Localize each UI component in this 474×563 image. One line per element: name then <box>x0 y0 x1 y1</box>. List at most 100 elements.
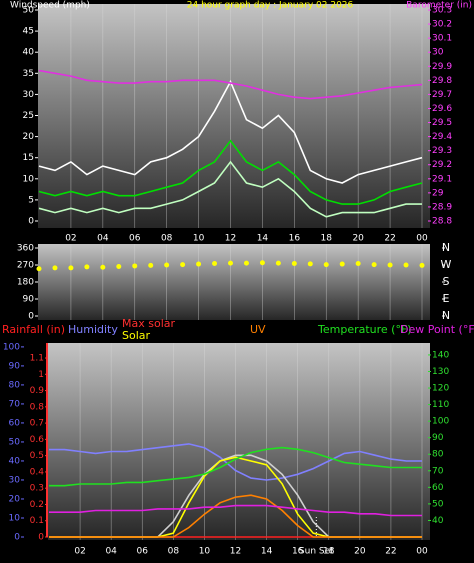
point <box>180 262 186 268</box>
y-tick-label: 0 <box>38 533 44 543</box>
y-tick-label: 29.9 <box>432 62 452 72</box>
chart-title: 24 hour graph day : January 02 2026 <box>187 1 354 11</box>
x-tick-label: 20 <box>352 234 364 244</box>
point <box>228 260 233 266</box>
x-tick-label: 22 <box>384 234 395 244</box>
point <box>148 262 154 268</box>
y-tick-label: 360 <box>17 244 34 254</box>
y-tick-label: 0 <box>28 312 34 322</box>
y-tick-label: 28.9 <box>432 202 452 212</box>
x-tick-label: 00 <box>416 547 428 557</box>
y-tick-label: 45 <box>23 27 34 37</box>
y-tick-label: 60 <box>9 418 21 428</box>
legend-label: Rainfall (in) <box>2 323 65 336</box>
y-tick-label: 0.8 <box>30 402 45 412</box>
y-tick-label: S <box>443 275 450 288</box>
point <box>68 265 74 271</box>
y-tick-label: 1 <box>38 370 44 380</box>
y-tick-label: 50 <box>432 499 444 509</box>
y-tick-label: 30.3 <box>432 6 452 16</box>
y-tick-label: 29.2 <box>432 160 452 170</box>
x-tick-label: 02 <box>65 234 76 244</box>
y-tick-label: 40 <box>23 48 35 58</box>
y-tick-label: 0 <box>14 533 20 543</box>
y-tick-label: 80 <box>432 450 444 460</box>
x-tick-label: 00 <box>416 234 428 244</box>
point <box>243 260 249 266</box>
x-tick-label: 06 <box>129 234 141 244</box>
legend-label: Max solar <box>122 317 175 330</box>
y-tick-label: N <box>442 309 450 322</box>
point <box>196 261 202 267</box>
y-tick-label: 120 <box>432 384 449 394</box>
point <box>403 262 409 268</box>
y-tick-label: 90 <box>23 295 35 305</box>
point <box>387 262 393 268</box>
x-tick-label: 06 <box>137 547 149 557</box>
y-tick-label: 29 <box>432 188 444 198</box>
x-tick-label: 16 <box>292 547 304 557</box>
point <box>212 260 218 266</box>
legend-label: Humidity <box>68 323 118 336</box>
x-tick-label: 04 <box>105 547 117 557</box>
y-tick-label: 0.1 <box>30 516 44 526</box>
y-tick-label: 100 <box>432 417 449 427</box>
series-line <box>49 504 422 517</box>
x-tick-label: 22 <box>385 547 396 557</box>
point <box>355 260 361 266</box>
legend-label: UV <box>250 323 266 336</box>
y-tick-label: 80 <box>9 380 21 390</box>
point <box>419 262 425 268</box>
y-tick-label: 140 <box>432 350 449 360</box>
y-tick-label: 40 <box>9 456 21 466</box>
x-tick-label: 18 <box>321 234 333 244</box>
point <box>259 260 265 266</box>
y-tick-label: 30 <box>432 48 444 58</box>
y-tick-label: 60 <box>432 483 444 493</box>
x-tick-label: 18 <box>323 547 335 557</box>
plot-background <box>48 343 430 540</box>
y-tick-label: 0.6 <box>30 435 45 445</box>
point <box>100 264 106 270</box>
series-line <box>38 79 423 184</box>
point <box>116 264 122 270</box>
series-line <box>49 494 422 538</box>
y-tick-label: 270 <box>17 261 34 271</box>
x-tick-label: 12 <box>225 234 236 244</box>
y-tick-label: 0 <box>28 217 34 227</box>
y-tick-label: W <box>441 258 452 271</box>
series-line <box>49 446 422 487</box>
series-line <box>38 139 423 205</box>
x-tick-label: 10 <box>199 547 211 557</box>
y-tick-label: 90 <box>432 433 444 443</box>
y-tick-label: 29.7 <box>432 90 452 100</box>
y-tick-label: 110 <box>432 400 449 410</box>
y-tick-label: E <box>443 292 450 305</box>
y-axis-label: Windspeed (mph) <box>10 1 90 11</box>
point <box>84 264 90 270</box>
y-tick-label: 1.1 <box>30 354 44 364</box>
plot-background <box>38 244 430 320</box>
point <box>52 265 58 271</box>
series-line <box>49 443 422 481</box>
y-tick-label: 30.1 <box>432 34 452 44</box>
y-tick-label: 20 <box>9 494 21 504</box>
y-tick-label: 50 <box>23 6 35 16</box>
y-tick-label: 10 <box>23 174 35 184</box>
point <box>307 261 313 267</box>
y2-axis-label: Barometer (in) <box>406 1 472 11</box>
y-tick-label: 30 <box>9 475 21 485</box>
x-tick-label: 04 <box>97 234 109 244</box>
x-tick-label: 08 <box>161 234 173 244</box>
annotation: Sun Set <box>299 547 334 557</box>
x-tick-label: 20 <box>354 547 366 557</box>
y-tick-label: 15 <box>23 153 34 163</box>
y-tick-label: 0.9 <box>30 386 45 396</box>
point <box>275 260 281 266</box>
point <box>371 262 377 268</box>
plot-background <box>38 4 430 228</box>
y-tick-label: 70 <box>9 399 21 409</box>
y-tick-label: 29.5 <box>432 118 452 128</box>
